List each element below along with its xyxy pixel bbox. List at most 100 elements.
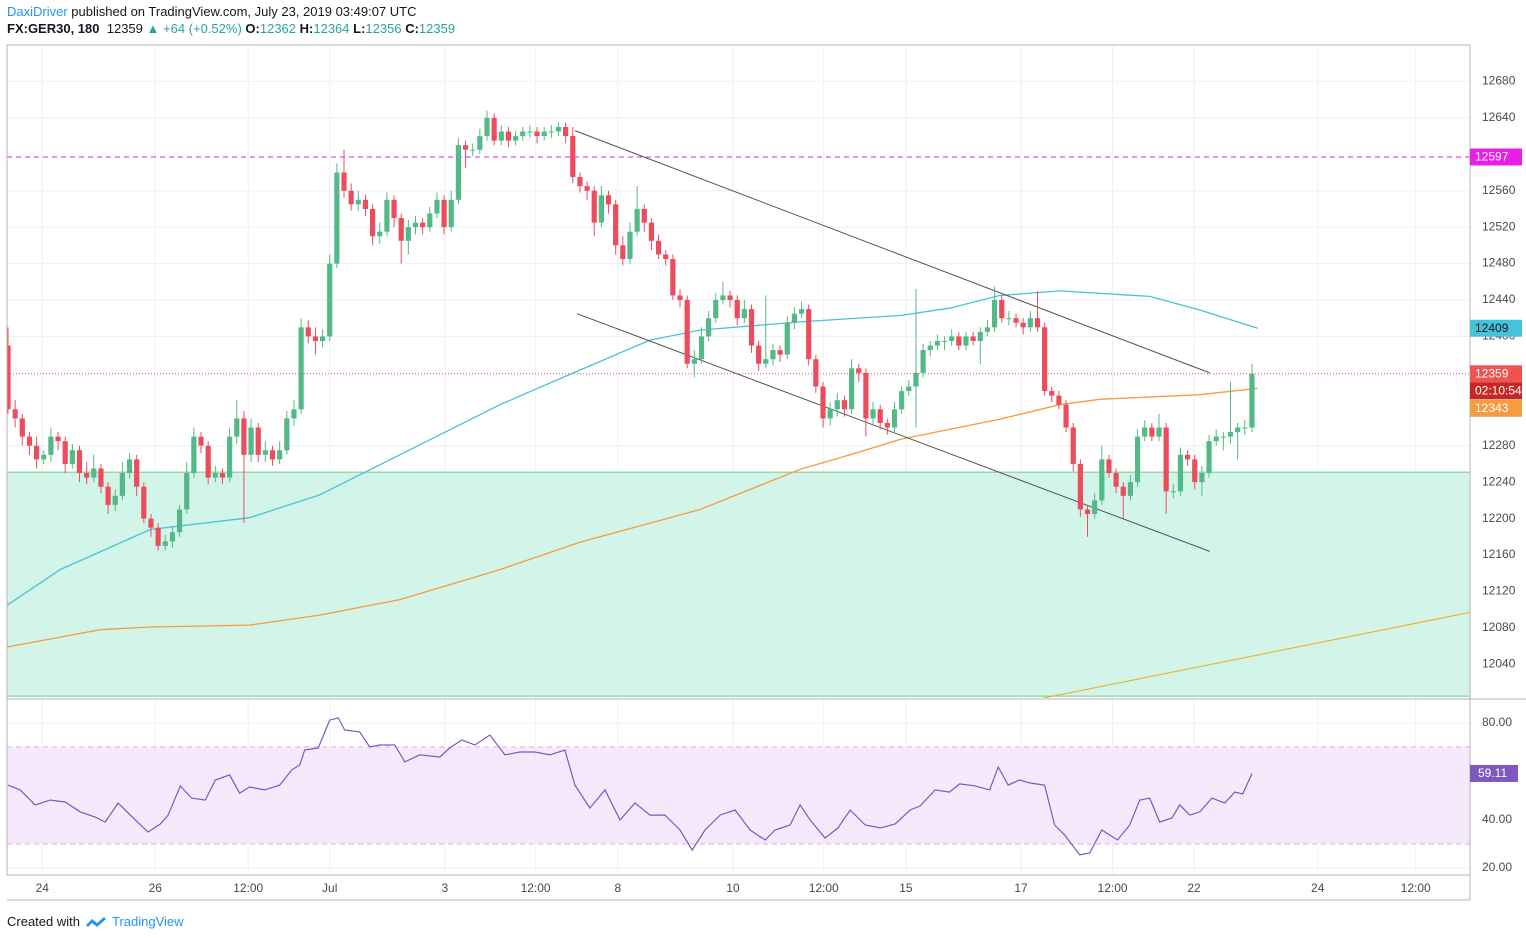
candle-body — [949, 336, 955, 341]
frame — [6, 44, 1526, 901]
moving-average — [7, 290, 1258, 606]
x-tick-label: 12:00 — [809, 881, 839, 895]
candle-body — [663, 254, 669, 260]
candle-body — [920, 350, 926, 373]
chart: 1204012080121201216012200122401228012400… — [6, 44, 1526, 901]
x-tick-label: 17 — [1014, 881, 1028, 895]
candle-body — [112, 495, 118, 505]
trend-line — [1041, 611, 1470, 698]
x-tick-label: 12:00 — [233, 881, 263, 895]
candle-body — [956, 336, 962, 346]
candle-body — [1242, 427, 1248, 429]
candle-body — [605, 195, 612, 205]
symbol-line: FX:GER30, 180 12359 ▲ +64 (+0.52%) O:123… — [7, 21, 455, 36]
candle-body — [1063, 404, 1069, 428]
axes: 1204012080121201216012200122401228012400… — [36, 74, 1522, 896]
candle-body — [505, 131, 512, 141]
candle-body — [1099, 459, 1105, 501]
candle-body — [391, 199, 397, 219]
candle-body — [877, 409, 883, 423]
price-label: 12597 — [1475, 150, 1509, 164]
candle-body — [863, 372, 869, 419]
candle-body — [806, 309, 812, 360]
price-label-bg — [1470, 148, 1522, 166]
price: 12359 — [106, 21, 143, 36]
candle-body — [91, 468, 97, 478]
candle-body — [991, 300, 998, 328]
candle-body — [434, 199, 440, 214]
candle-body — [1249, 373, 1255, 428]
candle-body — [248, 427, 254, 455]
candle-body — [984, 327, 991, 332]
ohlc-value: 12356 — [365, 21, 402, 36]
trend-line — [576, 313, 1210, 552]
price-label: 12343 — [1475, 401, 1509, 415]
y-tick-label: 12040 — [1482, 656, 1516, 670]
candle-body — [1220, 436, 1226, 438]
candle-body — [269, 450, 276, 460]
y-tick-label: 12280 — [1482, 438, 1516, 452]
price-label: 12409 — [1475, 321, 1509, 335]
candle-body — [1056, 395, 1062, 405]
candle-body — [1027, 318, 1033, 328]
y-tick-label: 20.00 — [1482, 860, 1512, 874]
candle-body — [19, 418, 25, 437]
price-label-bg — [1470, 365, 1522, 383]
candle-body — [1049, 391, 1055, 396]
candle-body — [813, 359, 819, 387]
candle-body — [1113, 473, 1119, 487]
footer-brand[interactable]: TradingView — [111, 914, 184, 929]
candle-body — [1134, 436, 1141, 483]
y-tick-label: 12200 — [1482, 511, 1516, 525]
symbol: FX:GER30, 180 — [7, 21, 100, 36]
candle-body — [234, 418, 240, 437]
x-tick-label: 15 — [899, 881, 913, 895]
candle-body — [791, 313, 798, 323]
candle-body — [84, 473, 90, 478]
candle-body — [999, 300, 1005, 319]
candle-body — [512, 136, 519, 141]
candle-body — [748, 309, 755, 346]
x-tick-label: 10 — [726, 881, 740, 895]
candle-body — [684, 300, 690, 364]
candle-body — [1006, 318, 1012, 320]
x-tick-label: 3 — [441, 881, 448, 895]
candle-body — [741, 309, 747, 319]
candle-body — [1092, 500, 1098, 515]
ohlc-value: 12359 — [418, 21, 456, 36]
candle-body — [498, 131, 504, 141]
x-tick-label: Jul — [322, 881, 337, 895]
published: published on TradingView.com, July 23, 2… — [71, 4, 417, 19]
candle-body — [255, 427, 261, 455]
candle-body — [620, 245, 626, 260]
x-tick-label: 8 — [614, 881, 621, 895]
candle-body — [570, 136, 576, 178]
price-label: 02:10:54 — [1475, 383, 1522, 397]
price-label-bg — [1470, 382, 1522, 400]
candle-body — [613, 204, 619, 246]
trend-line — [574, 130, 1210, 374]
candle-body — [1163, 427, 1169, 492]
candle-body — [69, 450, 75, 464]
candle-body — [555, 126, 562, 132]
candle-body — [856, 368, 862, 373]
price-label-bg — [1470, 399, 1522, 417]
candle-body — [227, 436, 233, 478]
logo-shape — [85, 916, 106, 927]
candle-body — [62, 441, 68, 464]
candle-body — [105, 486, 111, 505]
candle-body — [1084, 509, 1091, 515]
candle-body — [1120, 486, 1126, 496]
candle-body — [591, 190, 597, 223]
candle-body — [198, 436, 204, 446]
candle-body — [520, 131, 526, 137]
candle-body — [777, 350, 783, 355]
y-tick-label: 12520 — [1482, 219, 1516, 233]
candle-body — [977, 331, 983, 341]
ohlc-label: L: — [353, 21, 366, 36]
y-tick-label: 12440 — [1482, 292, 1516, 306]
x-tick-label: 26 — [149, 881, 163, 895]
author[interactable]: DaxiDriver — [7, 4, 68, 19]
ohlc-value: 12362 — [259, 21, 297, 36]
